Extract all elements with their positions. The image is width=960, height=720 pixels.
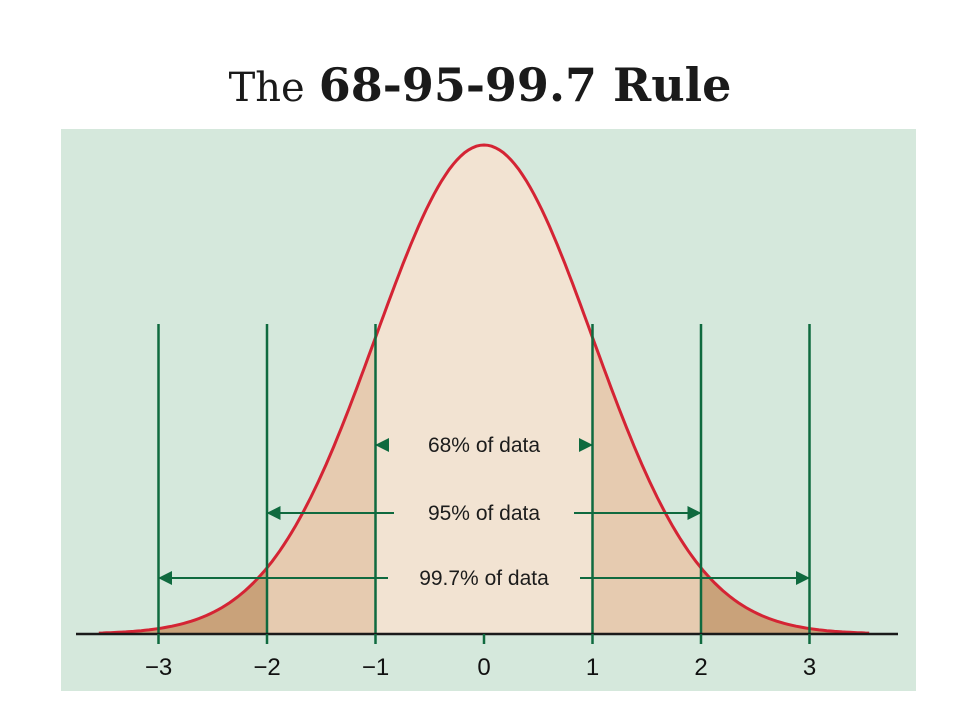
band-label: 99.7% of data: [419, 567, 549, 590]
band-label: 95% of data: [428, 502, 540, 525]
x-tick-label: 2: [694, 654, 707, 681]
x-tick-label: −1: [362, 654, 389, 681]
title-prefix: The: [228, 65, 305, 111]
x-tick-label: −2: [253, 654, 280, 681]
x-tick-label: −3: [145, 654, 172, 681]
title-main: 68-95-99.7 Rule: [318, 58, 732, 112]
percentage-bands: 68% of data 95% of data 99.7% of data: [158, 434, 810, 590]
slide-title: The 68-95-99.7 Rule: [0, 58, 960, 112]
x-tick-label: 3: [803, 654, 816, 681]
normal-curve: [98, 143, 870, 635]
center-fill: [375, 145, 593, 634]
band-label: 68% of data: [428, 434, 540, 457]
x-tick-label: 0: [477, 654, 490, 681]
tail-right-fill: [701, 567, 870, 634]
tail-left-fill: [98, 567, 267, 634]
x-tick-label: 1: [586, 654, 599, 681]
sd-guide-lines: [157, 324, 811, 634]
x-axis-ticks: −3 −2 −1 0 1 2 3: [145, 634, 816, 681]
